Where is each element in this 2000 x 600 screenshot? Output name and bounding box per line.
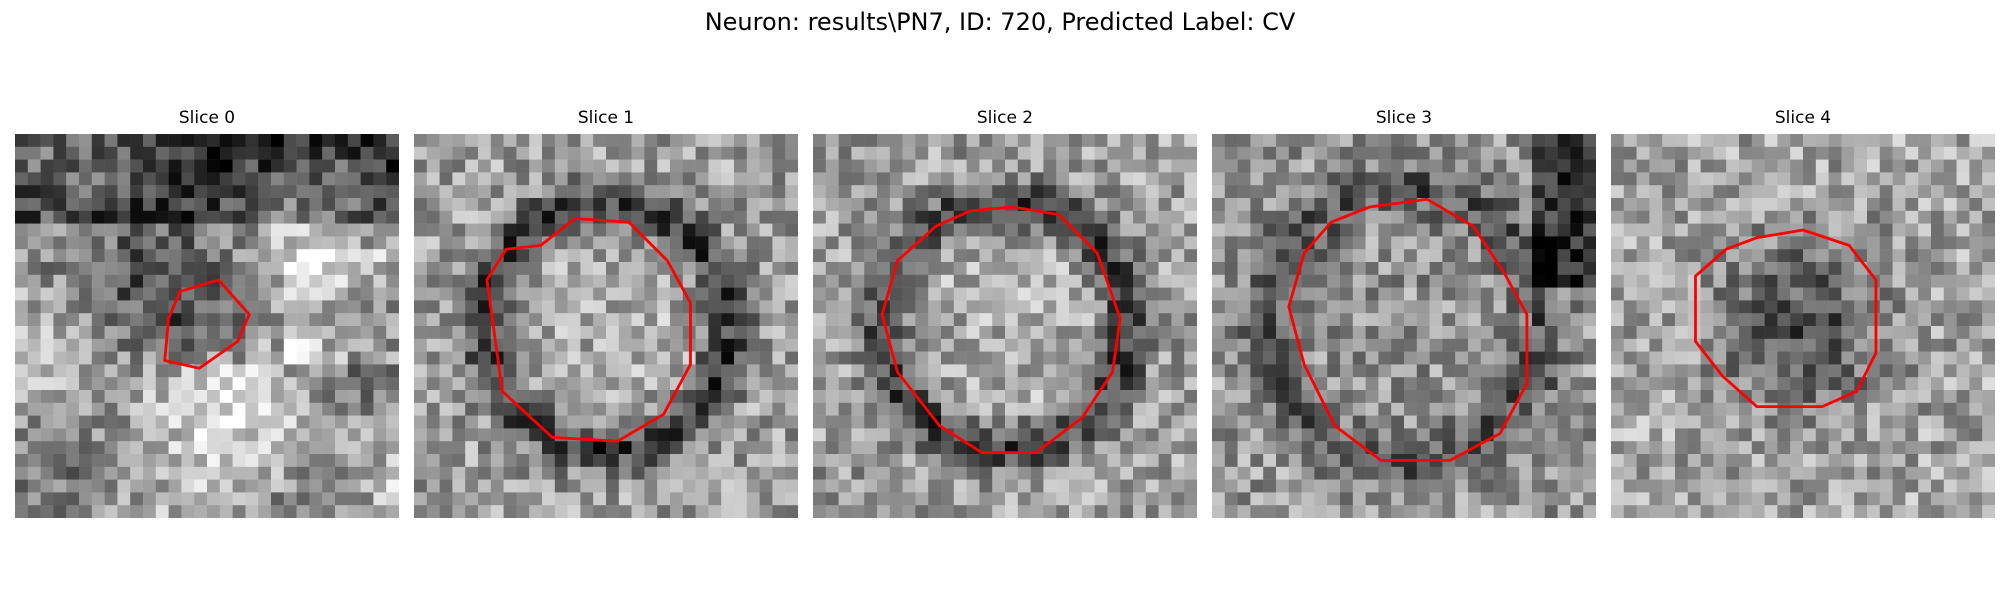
slice-image (1611, 134, 1995, 518)
grayscale-pixels (1611, 134, 1995, 518)
neuron-contour (163, 278, 251, 370)
slice-title: Slice 3 (1375, 108, 1433, 128)
neuron-contour (1287, 197, 1529, 462)
slice-image (813, 134, 1197, 518)
slice-image (414, 134, 798, 518)
slice-title: Slice 0 (178, 108, 236, 128)
figure-title: Neuron: results\PN7, ID: 720, Predicted … (704, 8, 1296, 36)
grayscale-pixels (813, 134, 1197, 518)
grayscale-pixels (414, 134, 798, 518)
slice-image (15, 134, 399, 518)
slice-title: Slice 1 (577, 108, 635, 128)
slice-title: Slice 2 (976, 108, 1034, 128)
neuron-contour (1694, 228, 1878, 409)
neuron-contour (485, 217, 692, 443)
slice-image (1212, 134, 1596, 518)
neuron-contour (880, 205, 1122, 455)
slice-title: Slice 4 (1774, 108, 1832, 128)
grayscale-pixels (15, 134, 399, 518)
